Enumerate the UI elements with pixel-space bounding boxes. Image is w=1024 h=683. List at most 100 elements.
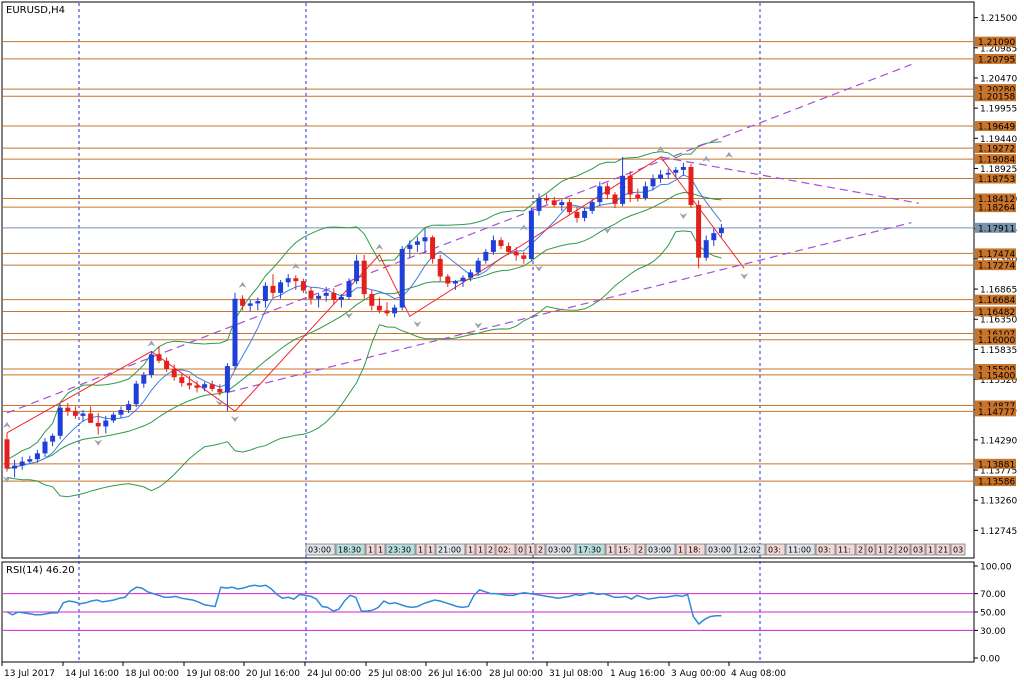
candle-body bbox=[247, 303, 253, 306]
channel-lower-line[interactable] bbox=[227, 222, 912, 394]
timeline-box bbox=[895, 543, 911, 556]
candle bbox=[285, 274, 291, 288]
timeline-marker: 1 bbox=[605, 543, 616, 556]
candle bbox=[217, 384, 223, 396]
candle bbox=[103, 415, 109, 434]
level-label-text: 1.21090 bbox=[978, 38, 1015, 48]
candle-body bbox=[65, 407, 71, 412]
time-tick-label: 26 Jul 16:00 bbox=[428, 669, 482, 679]
timeline-box bbox=[765, 543, 786, 556]
timeline-label: 1 bbox=[418, 546, 423, 555]
candle-body bbox=[604, 186, 610, 195]
timeline-box bbox=[815, 543, 836, 556]
candle bbox=[460, 275, 466, 288]
candle bbox=[521, 251, 527, 264]
horizontal-levels[interactable] bbox=[3, 41, 974, 482]
level-label-bg bbox=[975, 154, 1016, 165]
rsi-tick-label: 0.00 bbox=[980, 655, 1000, 665]
level-label: 1.18753 bbox=[975, 173, 1016, 185]
candle-body bbox=[164, 360, 170, 370]
candle bbox=[148, 351, 154, 378]
timeline-box bbox=[615, 543, 636, 556]
fractal-down-icon bbox=[413, 321, 422, 328]
candle-body bbox=[445, 276, 451, 284]
time-tick-label: 31 Jul 08:00 bbox=[549, 669, 603, 679]
timeline-box bbox=[465, 543, 476, 556]
timeline-marker: 02: bbox=[495, 543, 516, 556]
level-label-text: 1.17911 bbox=[978, 224, 1015, 234]
candle bbox=[247, 299, 253, 312]
timeline-box bbox=[735, 543, 766, 556]
price-tick-label: 1.20470 bbox=[980, 74, 1017, 84]
candle-body bbox=[262, 285, 268, 302]
level-label: 1.19272 bbox=[975, 143, 1016, 155]
candle-body bbox=[156, 354, 162, 361]
candle bbox=[589, 199, 595, 214]
main-chart-panel[interactable] bbox=[1, 1, 975, 559]
timeline-box bbox=[865, 543, 876, 556]
time-tick-label: 18 Jul 00:00 bbox=[125, 669, 179, 679]
rsi-tick-label: 30.00 bbox=[980, 627, 1006, 637]
candle-body bbox=[376, 305, 382, 311]
level-label-bg bbox=[975, 406, 1016, 417]
candle bbox=[414, 236, 420, 252]
candle bbox=[19, 456, 25, 470]
timeline-marker: 1 bbox=[465, 543, 476, 556]
candle-body bbox=[50, 435, 56, 442]
timeline-box bbox=[545, 543, 576, 556]
candle bbox=[718, 223, 724, 238]
timeline-label: 21:00 bbox=[438, 546, 461, 555]
timeline-box bbox=[785, 543, 816, 556]
price-tick-label: 1.19440 bbox=[980, 135, 1017, 145]
timeline-label: 2 bbox=[538, 546, 543, 555]
candle-body bbox=[680, 166, 686, 170]
candle bbox=[468, 269, 474, 282]
timeline-box bbox=[375, 543, 386, 556]
timeline-box bbox=[705, 543, 736, 556]
candle-body bbox=[483, 251, 489, 261]
candle-body bbox=[566, 202, 572, 213]
candle-body bbox=[34, 453, 40, 460]
candle-body bbox=[506, 246, 512, 252]
timeline-marker: 1 bbox=[475, 543, 486, 556]
level-label-text: 1.18753 bbox=[978, 175, 1015, 185]
channel-descending-line[interactable] bbox=[660, 156, 920, 204]
rsi-line bbox=[6, 584, 722, 626]
candle-body bbox=[582, 210, 588, 218]
candle-body bbox=[475, 260, 481, 273]
candle-body bbox=[4, 439, 10, 469]
bollinger-upper bbox=[6, 141, 722, 461]
price-tick-label: 1.13775 bbox=[980, 467, 1017, 477]
timeline-box bbox=[635, 543, 646, 556]
fractal-up-icon bbox=[147, 340, 156, 347]
candle-body bbox=[300, 281, 306, 291]
candle bbox=[88, 406, 94, 423]
bollinger-lower bbox=[6, 230, 722, 498]
candle bbox=[331, 288, 337, 305]
timeline-marker: 1 bbox=[365, 543, 376, 556]
candle bbox=[50, 433, 56, 447]
timeline-marker: 11: bbox=[835, 543, 856, 556]
time-tick-label: 1 Aug 16:00 bbox=[610, 669, 665, 679]
candle-body bbox=[194, 385, 200, 388]
candle bbox=[642, 181, 648, 201]
timeline-box bbox=[675, 543, 686, 556]
rsi-tick-label: 100.00 bbox=[980, 563, 1012, 573]
fractal-up-icon bbox=[519, 224, 528, 231]
time-tick-label: 3 Aug 00:00 bbox=[671, 669, 726, 679]
timeline-marker: 03:00 bbox=[705, 543, 736, 556]
time-tick-label: 19 Jul 08:00 bbox=[186, 669, 240, 679]
candle-body bbox=[80, 413, 86, 416]
candle-body bbox=[19, 461, 25, 466]
timeline-marker: 2 bbox=[885, 543, 896, 556]
fractal-down-icon bbox=[215, 400, 224, 407]
level-label: 1.19649 bbox=[975, 121, 1016, 133]
candle-body bbox=[620, 175, 626, 204]
level-label-bg bbox=[975, 306, 1016, 317]
level-label-text: 1.13586 bbox=[978, 478, 1015, 488]
timeline-marker: 12:02 bbox=[735, 543, 766, 556]
fractal-down-icon bbox=[231, 416, 239, 423]
timeline-label: 23:30 bbox=[388, 546, 411, 555]
candle bbox=[300, 278, 306, 293]
